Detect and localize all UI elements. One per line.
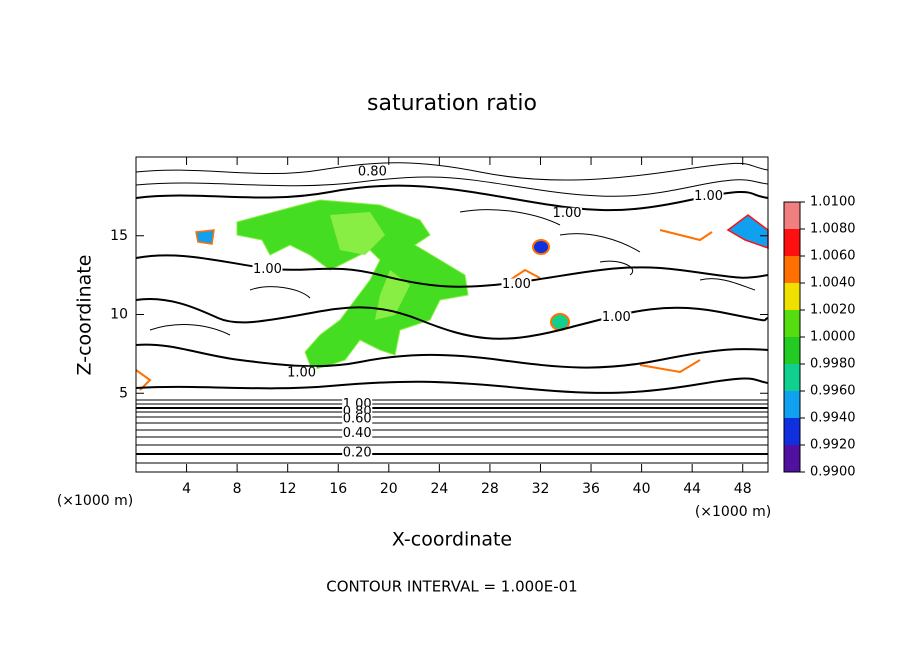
colorbar-tick-label: 0.9900	[810, 465, 856, 480]
contour-label: 1.00	[287, 365, 316, 380]
contour-line	[135, 298, 769, 340]
colorbar-swatch	[784, 283, 800, 310]
contour-label-bg	[601, 311, 632, 324]
moist-patch	[135, 229, 713, 391]
colorbar-swatch	[784, 202, 800, 229]
contours	[135, 162, 769, 464]
colorbar-tick-label: 1.0040	[810, 276, 856, 291]
contour-label: 1.00	[694, 189, 723, 204]
contour-line	[135, 162, 769, 181]
colorbar-tick-label: 1.0080	[810, 222, 856, 237]
colorbar-swatch	[784, 445, 800, 472]
colorbar-swatch	[784, 310, 800, 337]
cloud-region	[236, 199, 469, 371]
x-tick-label: 24	[430, 481, 448, 497]
x-unit-label: (×1000 m)	[695, 504, 771, 520]
x-unit-label: (×1000 m)	[57, 493, 133, 509]
x-tick-label: 44	[683, 481, 701, 497]
x-tick-label: 32	[532, 481, 550, 497]
contour-label-bg	[342, 427, 373, 440]
colorbar-tick-label: 0.9940	[810, 411, 856, 426]
cloud-core	[330, 212, 410, 320]
colorbar-tick-label: 1.0060	[810, 249, 856, 264]
footer-note: CONTOUR INTERVAL = 1.000E-01	[326, 578, 577, 596]
contour-label: 0.40	[343, 426, 372, 441]
contour-label: 1.00	[253, 262, 282, 277]
moist-patch	[532, 239, 550, 255]
y-axis-label: Z-coordinate	[74, 255, 96, 376]
y-tick-label: 5	[119, 385, 128, 401]
contour-label-bg	[552, 207, 583, 220]
colorbar-swatch	[784, 391, 800, 418]
contour-line	[149, 209, 756, 336]
x-tick-label: 28	[481, 481, 499, 497]
colorbar-tick-label: 0.9920	[810, 438, 856, 453]
contour-label: 1.00	[502, 277, 531, 292]
contour-label-bg	[286, 366, 317, 379]
colorbar-swatch	[784, 229, 800, 256]
contour-line	[135, 343, 769, 369]
y-tick-label: 10	[110, 307, 128, 323]
colorbar-tick-label: 0.9980	[810, 357, 856, 372]
contour-label: 0.60	[343, 412, 372, 427]
contour-line	[135, 176, 769, 197]
colorbar-swatch	[784, 337, 800, 364]
x-tick-label: 8	[233, 481, 242, 497]
contour-label-bg	[357, 165, 388, 178]
x-tick-label: 48	[734, 481, 752, 497]
colorbar-tick-label: 1.0100	[810, 195, 856, 210]
colorbar-tick-label: 1.0020	[810, 303, 856, 318]
colorbar-tick-label: 0.9960	[810, 384, 856, 399]
contour-label-bg	[342, 447, 373, 460]
contour-line	[135, 254, 769, 288]
contour-label: 1.00	[602, 310, 631, 325]
x-tick-label: 4	[182, 481, 191, 497]
contour-label: 0.20	[343, 446, 372, 461]
y-tick-label: 15	[110, 228, 128, 244]
colorbar-swatch	[784, 418, 800, 445]
chart-title: saturation ratio	[367, 91, 537, 116]
contour-label-bg	[501, 278, 532, 291]
x-tick-label: 20	[380, 481, 398, 497]
x-tick-label: 12	[279, 481, 297, 497]
contour-label-bg	[342, 413, 373, 426]
x-tick-label: 36	[582, 481, 600, 497]
colorbar-swatch	[784, 256, 800, 283]
contour-label-bg	[693, 190, 724, 203]
colorbar-swatch	[784, 364, 800, 391]
contour-line	[135, 377, 769, 394]
contour-label-bg	[252, 263, 283, 276]
moist-patch	[195, 229, 215, 245]
x-tick-label: 40	[633, 481, 651, 497]
contour-label: 1.00	[553, 206, 582, 221]
x-axis-label: X-coordinate	[392, 529, 512, 551]
x-tick-label: 16	[329, 481, 347, 497]
colorbar-tick-label: 1.0000	[810, 330, 856, 345]
contour-label: 0.80	[358, 164, 387, 179]
